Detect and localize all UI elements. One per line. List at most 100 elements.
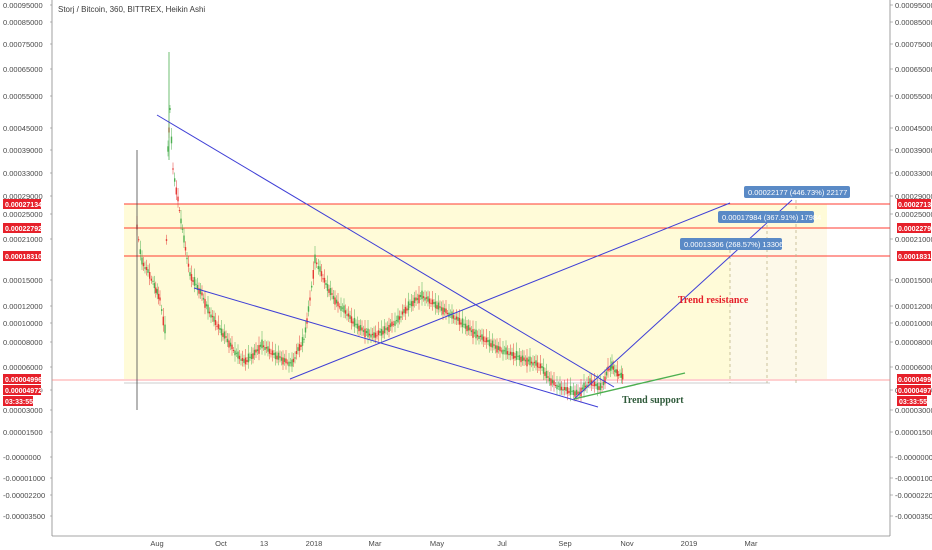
right-y-tick-label: 0.00003000 [895, 406, 932, 415]
candle-body [331, 293, 333, 295]
right-tag-22792: 0.00022792 [898, 226, 932, 233]
target-callout-1[interactable]: 0.00022177 (446.73%) 22177 [744, 186, 850, 198]
candle-body [232, 350, 235, 351]
left-y-tick-label: -0.00002200 [3, 491, 45, 500]
candle-body [568, 391, 570, 393]
right-tag-current-1: 0.00004996 [898, 377, 932, 384]
candle-body [235, 352, 238, 354]
candle-body [553, 380, 555, 386]
target-callout-2[interactable]: 0.00017984 (367.91%) 17984 [718, 211, 821, 223]
candle-body [231, 344, 233, 350]
candle-body [509, 351, 512, 355]
candle-body [258, 345, 260, 354]
left-tag-27134: 0.00027134 [5, 202, 42, 209]
candle-body [442, 307, 444, 315]
candle-body [172, 168, 174, 170]
candle-body [237, 351, 239, 359]
candle-body [412, 300, 414, 307]
candle-body [262, 345, 265, 348]
candle-body [207, 304, 209, 314]
candle-body [379, 331, 381, 333]
candle-body [341, 307, 344, 309]
candle-body [344, 310, 347, 314]
candle-body [234, 350, 236, 356]
candle-body [563, 387, 566, 390]
candle-body [598, 386, 600, 390]
candle-body [338, 306, 341, 308]
candle-body [267, 346, 269, 352]
candle-body [416, 298, 419, 300]
candle-body [265, 347, 268, 349]
candle-body [464, 323, 467, 329]
candle-body [311, 285, 313, 288]
candle-body [205, 304, 208, 307]
right-y-tick-label: 0.00075000 [895, 40, 932, 49]
candle-body [512, 352, 515, 359]
target-callout-3[interactable]: 0.00013306 (268.57%) 13306 [680, 238, 783, 250]
candle-body [433, 302, 435, 304]
candle-body [587, 381, 590, 384]
candle-body [550, 378, 552, 386]
candle-body [332, 295, 335, 300]
candle-body [526, 357, 528, 367]
right-y-tick-label: 0.00055000 [895, 92, 932, 101]
x-axis: Aug Oct 13 2018 Mar May Jul Sep Nov 2019 Mar [150, 539, 758, 548]
candle-body [349, 315, 351, 319]
candle-body [271, 350, 274, 356]
left-y-tick-label: 0.00095000 [3, 1, 43, 10]
candle-body [401, 311, 404, 315]
candle-body [246, 360, 248, 362]
candle-body [503, 350, 506, 352]
target-callout-2-text: 0.00017984 (367.91%) 17984 [722, 213, 821, 222]
candle-body [273, 353, 275, 355]
left-price-tags: 0.00027134 0.00022792 0.00018310 0.00004… [3, 199, 42, 406]
x-tick-label: Aug [150, 539, 163, 548]
candle-body [536, 362, 539, 368]
trend-support-note: Trend support [622, 395, 684, 406]
candle-body [547, 376, 549, 378]
candle-body [388, 325, 390, 332]
right-y-tick-label: 0.00065000 [895, 65, 932, 74]
candle-body [506, 351, 509, 355]
candle-body [541, 366, 543, 368]
x-tick-label: Mar [369, 539, 382, 548]
candle-body [463, 323, 465, 325]
candle-body [566, 387, 569, 394]
candle-body [276, 355, 278, 360]
candle-body [533, 361, 536, 364]
candle-body [457, 317, 459, 321]
x-tick-label: Oct [215, 539, 228, 548]
candle-body [508, 353, 510, 356]
candle-body [434, 301, 437, 309]
left-y-tick-label: 0.00021000 [3, 235, 43, 244]
candle-body [164, 324, 166, 334]
chart-title: Storj / Bitcoin, 360, BITTREX, Heikin As… [58, 5, 205, 14]
left-y-tick-label: 0.00001500 [3, 428, 43, 437]
candle-body [141, 257, 143, 265]
candle-body [545, 371, 548, 378]
candle-body [577, 391, 579, 395]
candle-body [261, 339, 263, 349]
left-y-tick-label: 0.00012000 [3, 302, 43, 311]
candle-body [364, 328, 366, 338]
candle-body [139, 249, 141, 254]
right-price-tags: 0.00027134 0.00022792 0.00018310 0.00004… [897, 199, 932, 406]
candle-body [521, 355, 524, 361]
left-y-tick-label: 0.00025000 [3, 210, 43, 219]
candle-body [595, 384, 597, 386]
right-y-tick-label: 0.00015000 [895, 276, 932, 285]
candle-body [386, 327, 389, 331]
candle-body [226, 338, 229, 343]
candle-body [610, 366, 612, 371]
candle-body [376, 335, 378, 337]
candle-body [303, 338, 305, 340]
candle-body [144, 267, 146, 269]
candle-body [189, 272, 191, 276]
candle-body [428, 298, 431, 304]
candle-body [409, 303, 411, 305]
candle-body [161, 309, 163, 311]
target-callout-3-text: 0.00013306 (268.57%) 13306 [684, 240, 783, 249]
trendline-resistance [156, 114, 615, 388]
candle-body [532, 362, 534, 366]
